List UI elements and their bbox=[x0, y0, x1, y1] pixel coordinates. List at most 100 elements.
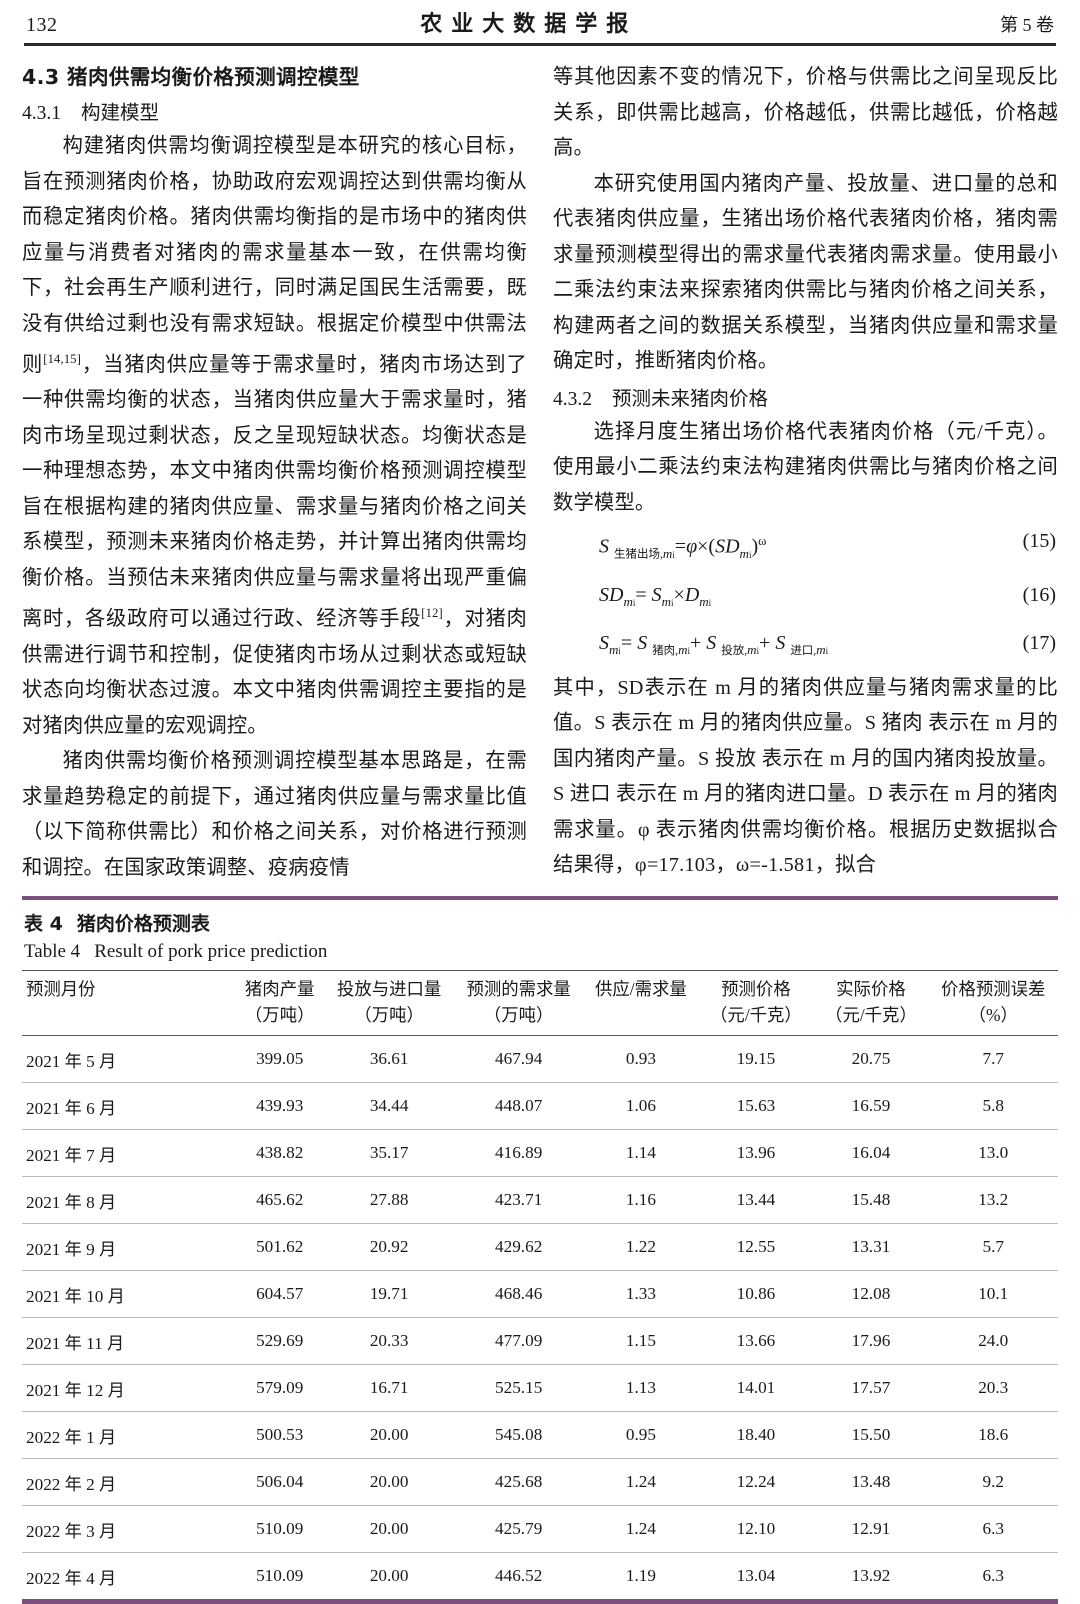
paragraph-1: 构建猪肉供需均衡调控模型是本研究的核心目标，旨在预测猪肉价格，协助政府宏观调控达… bbox=[22, 129, 527, 744]
column-header-release-import: 投放与进口量 （万吨） bbox=[324, 970, 454, 1036]
pork-price-prediction-table: 预测月份 猪肉产量 （万吨） 投放与进口量 （万吨） 预测的需求量 （万吨） bbox=[22, 970, 1058, 1599]
cell-production: 510.09 bbox=[235, 1505, 325, 1553]
cell-release-import: 20.00 bbox=[324, 1505, 454, 1553]
column-header-month-line1: 预测月份 bbox=[26, 979, 96, 999]
table-row: 2021 年 5 月 399.05 36.61 467.94 0.93 19.1… bbox=[22, 1035, 1058, 1083]
cell-predicted-demand: 425.68 bbox=[453, 1458, 584, 1506]
cell-predicted-demand: 429.62 bbox=[453, 1223, 584, 1271]
column-header-release-import-line2: （万吨） bbox=[354, 1005, 424, 1025]
cell-month: 2022 年 1 月 bbox=[22, 1411, 235, 1459]
cell-supply-demand-ratio: 1.19 bbox=[625, 1566, 656, 1585]
table-row: 2021 年 6 月 439.93 34.44 448.07 1.06 15.6… bbox=[22, 1082, 1058, 1130]
column-header-supply-demand-ratio-line1: 供应/需求量 bbox=[595, 979, 687, 999]
cell-price-error: 13.0 bbox=[928, 1129, 1058, 1177]
cell-month: 2022 年 4 月 bbox=[26, 1568, 117, 1588]
journal-title: 农业大数据学报 bbox=[420, 12, 638, 37]
cell-release-import: 36.61 bbox=[324, 1035, 454, 1083]
cell-price-error: 10.1 bbox=[928, 1270, 1058, 1318]
paragraph-1-part-c: ，对猪肉供需进行调节和控制，促使猪肉市场从过剩状态或短缺状态向均衡状态过渡。本文… bbox=[22, 608, 527, 737]
column-header-price-error: 价格预测误差 （%） bbox=[928, 970, 1058, 1036]
paragraph-2: 猪肉供需均衡价格预测调控模型基本思路是，在需求量趋势稳定的前提下，通过猪肉供应量… bbox=[22, 750, 527, 879]
cell-actual-price: 16.59 bbox=[813, 1082, 929, 1130]
cell-month: 2021 年 7 月 bbox=[22, 1129, 235, 1177]
column-header-predicted-demand-line2: （万吨） bbox=[483, 1005, 554, 1025]
header-divider bbox=[24, 43, 1056, 46]
table-row: 2021 年 9 月 501.62 20.92 429.62 1.22 12.5… bbox=[22, 1223, 1058, 1271]
column-header-predicted-price-line2: （元/千克） bbox=[710, 1005, 802, 1025]
cell-actual-price: 15.50 bbox=[813, 1411, 929, 1459]
column-header-predicted-price: 预测价格 （元/千克） bbox=[698, 970, 814, 1036]
article-columns: 4.3 猪肉供需均衡价格预测调控模型 4.3.1 构建模型 构建猪肉供需均衡调控模… bbox=[22, 60, 1058, 886]
cell-month: 2021 年 5 月 bbox=[22, 1035, 235, 1083]
subsection-heading-4-3-1: 4.3.1 构建模型 bbox=[22, 96, 527, 125]
cell-supply-demand-ratio: 1.22 bbox=[583, 1223, 699, 1271]
cell-predicted-price: 13.44 bbox=[698, 1176, 814, 1224]
cell-predicted-price: 15.63 bbox=[698, 1082, 814, 1130]
cell-supply-demand-ratio: 1.06 bbox=[583, 1082, 699, 1130]
cell-price-error: 13.2 bbox=[928, 1176, 1058, 1224]
table-row: 2022 年 2 月 506.04 20.00 425.68 1.24 12.2… bbox=[22, 1458, 1058, 1506]
table-header-row: 预测月份 猪肉产量 （万吨） 投放与进口量 （万吨） 预测的需求量 （万吨） bbox=[22, 970, 1058, 1036]
cell-supply-demand-ratio: 1.15 bbox=[583, 1317, 699, 1365]
cell-supply-demand-ratio: 1.24 bbox=[583, 1458, 699, 1506]
cell-month: 2021 年 9 月 bbox=[22, 1223, 235, 1271]
paragraph-1-part-b: ，当猪肉供应量等于需求量时，猪肉市场达到了一种供需均衡的状态，当猪肉供应量大于需… bbox=[22, 353, 527, 631]
column-header-actual-price: 实际价格 （元/千克） bbox=[813, 970, 929, 1036]
column-header-production-line2: （万吨） bbox=[244, 1005, 315, 1025]
subsection-number: 4.3.1 bbox=[22, 103, 61, 124]
cell-predicted-demand: 477.09 bbox=[453, 1317, 584, 1365]
column-header-price-error-line1: 价格预测误差 bbox=[941, 979, 1046, 999]
equation-15-number: (15) bbox=[1022, 530, 1056, 552]
table-4-block: 表 4 猪肉价格预测表 Table 4 Result of pork price p… bbox=[22, 896, 1058, 1604]
cell-predicted-price: 12.24 bbox=[698, 1458, 814, 1506]
cell-predicted-demand: 416.89 bbox=[453, 1129, 584, 1177]
cell-predicted-price: 19.15 bbox=[698, 1035, 814, 1083]
cell-production: 510.09 bbox=[256, 1566, 304, 1585]
page-number: 132 bbox=[26, 14, 58, 36]
cell-supply-demand-ratio: 1.13 bbox=[583, 1364, 699, 1412]
cell-actual-price: 17.96 bbox=[813, 1317, 929, 1365]
cell-month: 2021 年 8 月 bbox=[22, 1176, 235, 1224]
cell-supply-demand-ratio: 1.14 bbox=[583, 1129, 699, 1177]
right-paragraph-1: 等其他因素不变的情况下，价格与供需比之间呈现反比关系，即供需比越高，价格越低，供… bbox=[553, 66, 1058, 159]
running-head: 132 农业大数据学报 第 5 卷 bbox=[22, 0, 1058, 40]
cell-price-error: 5.8 bbox=[928, 1082, 1058, 1130]
cell-actual-price: 12.08 bbox=[813, 1270, 929, 1318]
table-caption-cn-label: 表 4 bbox=[24, 913, 63, 935]
left-column: 4.3 猪肉供需均衡价格预测调控模型 4.3.1 构建模型 构建猪肉供需均衡调控模… bbox=[22, 60, 527, 886]
cell-supply-demand-ratio: 0.93 bbox=[583, 1035, 699, 1083]
cell-predicted-demand: 467.94 bbox=[453, 1035, 584, 1083]
table-row: 2022 年 4 月 510.09 20.00 446.52 1.19 13.0… bbox=[22, 1553, 1058, 1600]
cell-predicted-demand: 468.46 bbox=[453, 1270, 584, 1318]
table-body: 2021 年 5 月 399.05 36.61 467.94 0.93 19.1… bbox=[22, 1035, 1058, 1600]
cell-month: 2021 年 10 月 bbox=[22, 1270, 235, 1318]
cell-predicted-price: 12.10 bbox=[698, 1505, 814, 1553]
cell-supply-demand-ratio: 0.95 bbox=[583, 1411, 699, 1459]
table-row: 2022 年 1 月 500.53 20.00 545.08 0.95 18.4… bbox=[22, 1411, 1058, 1459]
column-header-predicted-demand-line1: 预测的需求量 bbox=[466, 979, 571, 999]
cell-production: 529.69 bbox=[235, 1317, 325, 1365]
cell-predicted-demand: 446.52 bbox=[495, 1566, 543, 1585]
cell-predicted-price: 13.04 bbox=[736, 1566, 776, 1585]
subsection-number-2: 4.3.2 bbox=[553, 388, 592, 410]
cell-release-import: 20.00 bbox=[324, 1411, 454, 1459]
cell-predicted-demand: 423.71 bbox=[453, 1176, 584, 1224]
section-heading-4-3: 4.3 猪肉供需均衡价格预测调控模型 bbox=[22, 65, 360, 89]
column-header-production-line1: 猪肉产量 bbox=[244, 979, 315, 999]
cell-month: 2022 年 2 月 bbox=[22, 1458, 235, 1506]
cell-predicted-demand: 525.15 bbox=[453, 1364, 584, 1412]
equation-16: SDmi= Smi×Dmi (16) bbox=[553, 575, 1058, 623]
cell-supply-demand-ratio: 1.33 bbox=[583, 1270, 699, 1318]
cell-month: 2021 年 6 月 bbox=[22, 1082, 235, 1130]
cell-actual-price: 13.31 bbox=[813, 1223, 929, 1271]
cell-production: 439.93 bbox=[235, 1082, 325, 1130]
cell-release-import: 20.92 bbox=[324, 1223, 454, 1271]
table-caption-cn-title: 猪肉价格预测表 bbox=[76, 913, 210, 935]
column-header-actual-price-line2: （元/千克） bbox=[825, 1005, 917, 1025]
column-header-predicted-price-line1: 预测价格 bbox=[721, 979, 791, 999]
cell-production: 465.62 bbox=[235, 1176, 325, 1224]
cell-release-import: 16.71 bbox=[324, 1364, 454, 1412]
table-row: 2021 年 11 月 529.69 20.33 477.09 1.15 13.… bbox=[22, 1317, 1058, 1365]
table-header: 预测月份 猪肉产量 （万吨） 投放与进口量 （万吨） 预测的需求量 （万吨） bbox=[22, 970, 1058, 1036]
table-row: 2021 年 10 月 604.57 19.71 468.46 1.33 10.… bbox=[22, 1270, 1058, 1318]
